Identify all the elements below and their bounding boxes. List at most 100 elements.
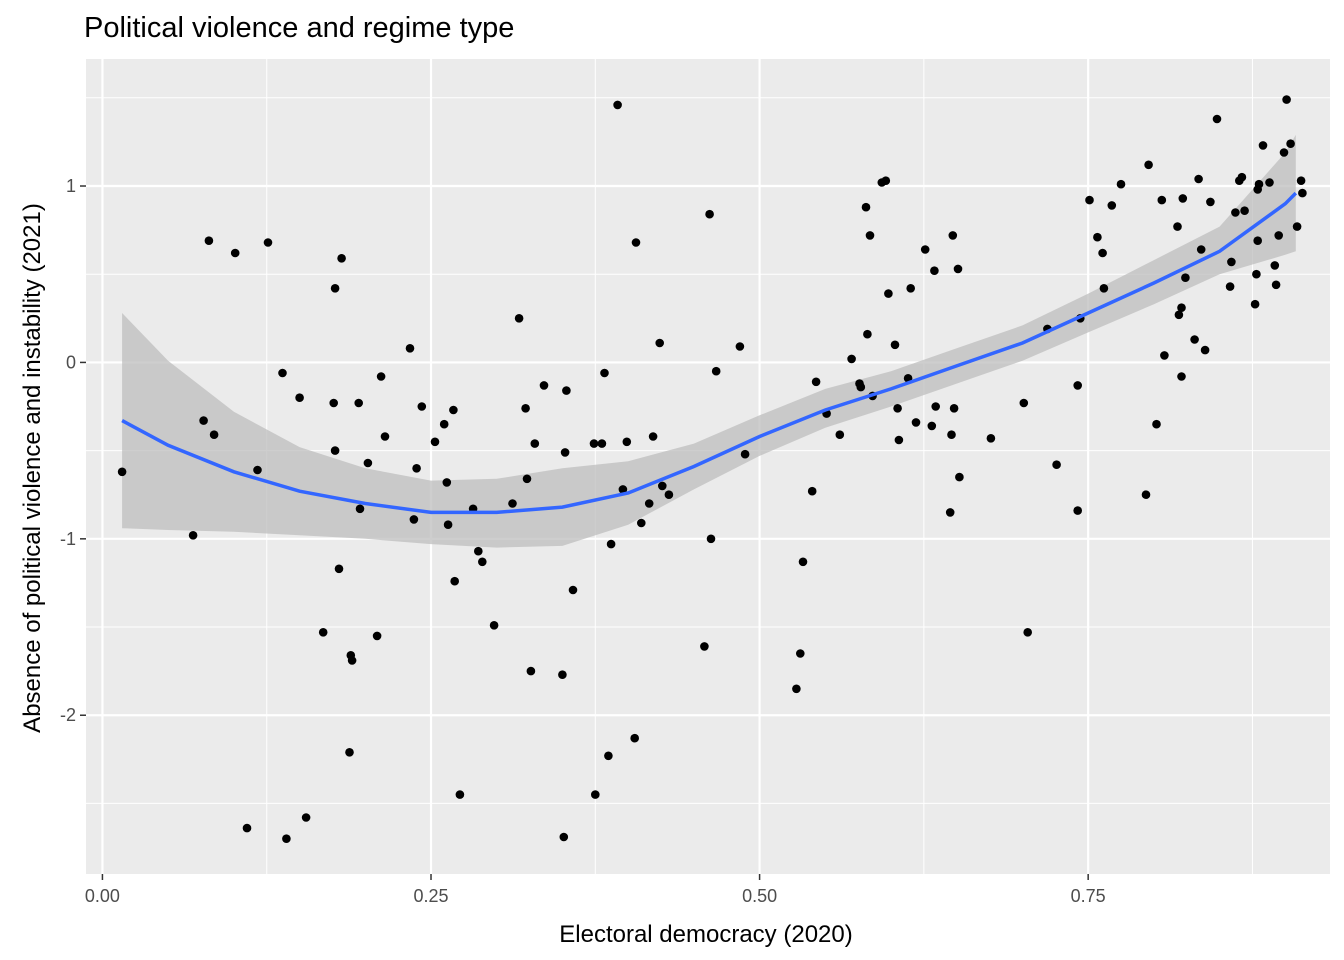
data-point bbox=[1240, 206, 1249, 215]
data-point bbox=[953, 264, 963, 274]
data-point bbox=[1085, 195, 1094, 205]
data-point bbox=[1200, 345, 1210, 355]
data-point bbox=[209, 430, 219, 440]
data-point bbox=[644, 499, 654, 508]
data-point bbox=[1274, 231, 1283, 240]
data-point bbox=[986, 434, 996, 443]
data-point bbox=[792, 684, 801, 694]
y-tick-label: -2 bbox=[60, 705, 76, 725]
data-point bbox=[591, 790, 600, 799]
data-point bbox=[354, 398, 364, 408]
axis-ticks bbox=[80, 185, 1089, 880]
data-point bbox=[930, 266, 939, 276]
data-point bbox=[630, 733, 639, 743]
data-point bbox=[1098, 248, 1107, 258]
data-point bbox=[600, 368, 609, 378]
data-point bbox=[1292, 222, 1302, 231]
data-point bbox=[631, 238, 641, 247]
data-point bbox=[450, 576, 460, 586]
data-point bbox=[1196, 245, 1206, 254]
data-point bbox=[521, 404, 530, 413]
data-point bbox=[334, 564, 344, 574]
data-point bbox=[514, 314, 524, 323]
data-point bbox=[355, 504, 365, 514]
data-point bbox=[439, 419, 449, 429]
data-point bbox=[920, 245, 930, 254]
data-point bbox=[705, 209, 714, 219]
data-point bbox=[405, 344, 415, 353]
data-point bbox=[1253, 236, 1262, 245]
data-point bbox=[1252, 269, 1261, 279]
data-point bbox=[508, 499, 517, 508]
data-point bbox=[664, 490, 674, 500]
x-tick-label: 0.25 bbox=[413, 886, 448, 906]
data-point bbox=[278, 368, 287, 378]
data-point bbox=[1286, 139, 1295, 148]
data-point bbox=[478, 557, 487, 567]
data-point bbox=[1250, 299, 1260, 309]
data-point bbox=[474, 546, 483, 556]
data-point bbox=[931, 402, 940, 411]
data-point bbox=[606, 539, 616, 549]
data-point bbox=[1227, 257, 1236, 267]
data-point bbox=[442, 478, 452, 487]
data-point bbox=[560, 448, 570, 457]
data-point bbox=[117, 467, 127, 477]
data-point bbox=[539, 381, 549, 390]
data-point bbox=[347, 656, 357, 665]
x-tick-label: 0.75 bbox=[1071, 886, 1106, 906]
data-point bbox=[1296, 176, 1306, 185]
data-point bbox=[856, 382, 866, 392]
data-point bbox=[522, 474, 532, 484]
data-point bbox=[253, 465, 262, 475]
data-point bbox=[188, 531, 198, 540]
data-point bbox=[199, 416, 208, 425]
data-point bbox=[301, 813, 311, 822]
data-point bbox=[884, 289, 893, 298]
data-point bbox=[740, 449, 750, 459]
data-point bbox=[811, 377, 821, 387]
data-point bbox=[409, 515, 419, 524]
data-point bbox=[622, 437, 632, 447]
data-point bbox=[1157, 195, 1167, 205]
data-point bbox=[947, 430, 956, 440]
data-point bbox=[1258, 141, 1268, 150]
x-tick-label: 0.00 bbox=[85, 886, 120, 906]
data-point bbox=[735, 342, 745, 351]
data-point bbox=[329, 398, 339, 408]
data-point bbox=[798, 557, 808, 567]
data-point bbox=[1023, 628, 1032, 637]
data-point bbox=[380, 432, 390, 441]
data-point bbox=[955, 472, 964, 482]
data-point bbox=[263, 238, 273, 247]
data-point bbox=[1190, 335, 1199, 344]
data-point bbox=[443, 520, 453, 529]
data-point bbox=[1107, 201, 1117, 210]
data-point bbox=[1194, 174, 1203, 184]
data-point bbox=[1254, 179, 1264, 189]
data-point bbox=[489, 621, 499, 630]
data-point bbox=[1206, 197, 1215, 207]
data-point bbox=[648, 432, 658, 441]
data-point bbox=[1237, 172, 1247, 182]
data-point bbox=[706, 534, 716, 544]
data-point bbox=[1177, 372, 1186, 381]
axis-tick-labels: 0.00 0.25 0.50 0.75 -2 -1 0 1 bbox=[60, 176, 1106, 906]
data-point bbox=[711, 366, 721, 376]
data-point bbox=[1282, 95, 1291, 104]
data-point bbox=[376, 372, 386, 381]
data-point bbox=[1152, 419, 1161, 429]
data-point bbox=[363, 458, 373, 468]
data-point bbox=[948, 231, 958, 240]
data-point bbox=[1073, 506, 1082, 515]
data-point bbox=[1212, 114, 1222, 124]
data-point bbox=[330, 446, 340, 455]
data-point bbox=[1116, 179, 1126, 189]
data-point bbox=[1270, 261, 1280, 270]
data-point bbox=[890, 340, 900, 350]
y-tick-label: 0 bbox=[66, 352, 76, 372]
data-point bbox=[1177, 303, 1186, 313]
data-point bbox=[1271, 280, 1281, 290]
data-point bbox=[658, 481, 667, 491]
